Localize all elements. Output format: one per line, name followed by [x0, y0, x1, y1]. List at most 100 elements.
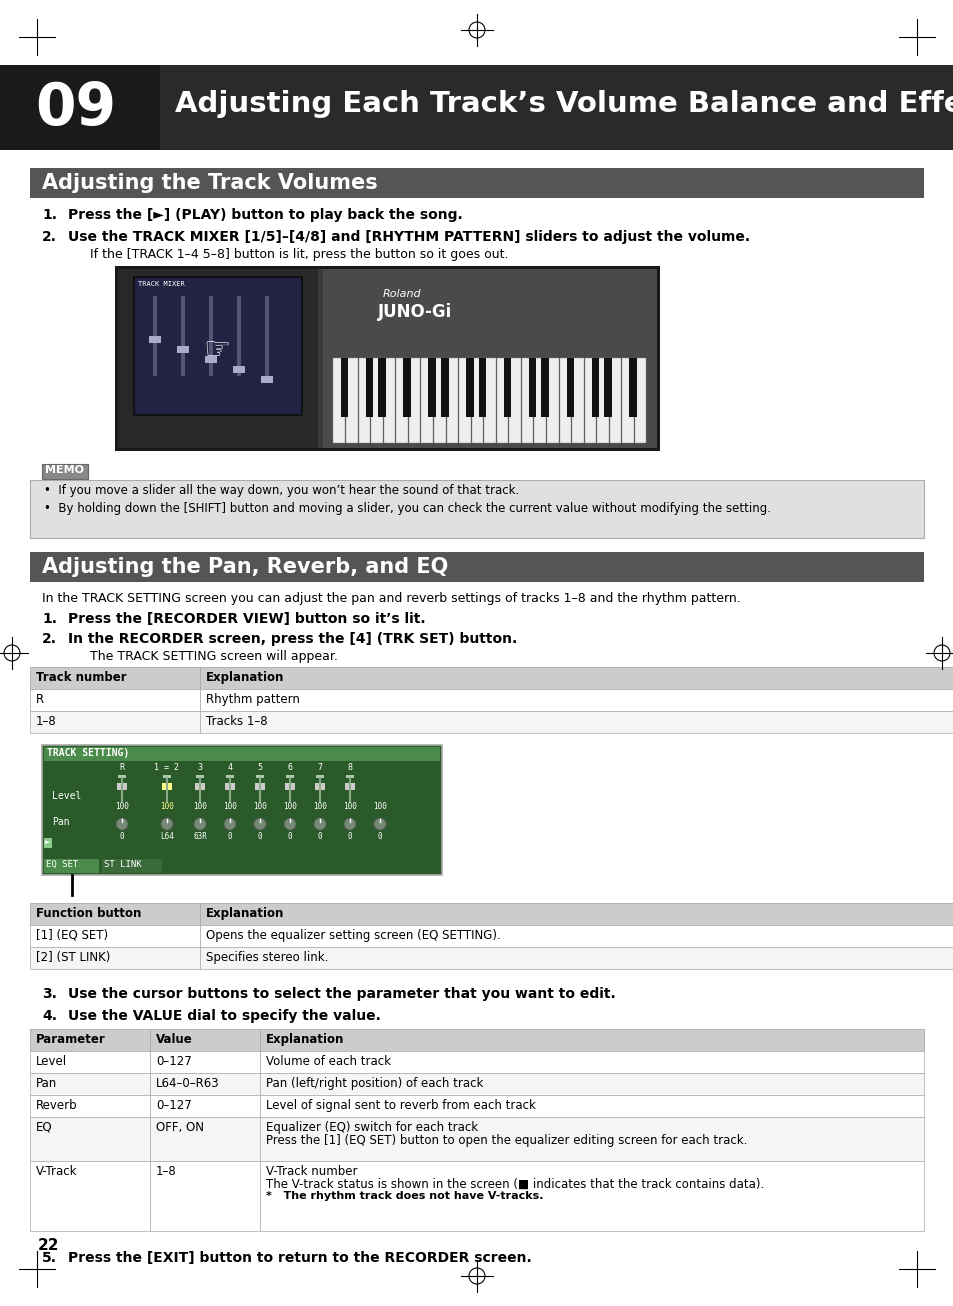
Bar: [315, 774, 324, 778]
Bar: [162, 784, 172, 790]
Bar: [30, 1117, 150, 1161]
Text: 100: 100: [253, 802, 267, 811]
Circle shape: [225, 819, 234, 829]
Text: Use the TRACK MIXER [1/5]–[4/8] and [RHYTHM PATTERN] sliders to adjust the volum: Use the TRACK MIXER [1/5]–[4/8] and [RHY…: [68, 230, 749, 244]
Bar: [428, 358, 436, 417]
Text: Parameter: Parameter: [36, 1033, 106, 1046]
Bar: [546, 358, 558, 443]
Bar: [584, 358, 596, 443]
Text: Pan: Pan: [36, 1077, 57, 1091]
Text: Adjusting the Track Volumes: Adjusting the Track Volumes: [42, 172, 377, 193]
Text: 22: 22: [38, 1238, 59, 1252]
Bar: [566, 358, 574, 417]
Bar: [181, 296, 185, 376]
Bar: [260, 1161, 923, 1232]
Text: Pan (left/right position) of each track: Pan (left/right position) of each track: [266, 1077, 483, 1091]
Bar: [150, 1029, 260, 1051]
Bar: [421, 358, 433, 443]
Bar: [471, 358, 483, 443]
Bar: [629, 358, 637, 417]
Text: Press the [RECORDER VIEW] button so it’s lit.: Press the [RECORDER VIEW] button so it’s…: [68, 613, 425, 626]
Bar: [236, 296, 241, 376]
Bar: [260, 1051, 923, 1074]
Bar: [440, 358, 448, 417]
Bar: [603, 358, 611, 417]
Circle shape: [374, 818, 386, 831]
Bar: [149, 336, 161, 343]
Text: [2] (ST LINK): [2] (ST LINK): [36, 951, 111, 964]
Circle shape: [254, 819, 265, 829]
Bar: [30, 925, 200, 947]
Circle shape: [194, 819, 205, 829]
Circle shape: [344, 818, 355, 831]
Text: Track number: Track number: [36, 671, 127, 684]
Text: 1–8: 1–8: [156, 1165, 176, 1178]
Bar: [209, 296, 213, 376]
Bar: [118, 774, 126, 778]
Text: 6: 6: [287, 763, 293, 772]
Text: Press the [1] (EQ SET) button to open the equalizer editing screen for each trac: Press the [1] (EQ SET) button to open th…: [266, 1134, 746, 1147]
Text: 0: 0: [228, 832, 233, 841]
Text: 100: 100: [193, 802, 207, 811]
Circle shape: [162, 819, 172, 829]
Bar: [205, 357, 216, 363]
Text: If the [TRACK 1–4 5–8] button is lit, press the button so it goes out.: If the [TRACK 1–4 5–8] button is lit, pr…: [90, 248, 508, 261]
Text: Press the [►] (PLAY) button to play back the song.: Press the [►] (PLAY) button to play back…: [68, 208, 462, 222]
Text: Use the cursor buttons to select the parameter that you want to edit.: Use the cursor buttons to select the par…: [68, 987, 615, 1000]
Bar: [534, 358, 545, 443]
Bar: [446, 358, 457, 443]
Text: Explanation: Explanation: [206, 906, 284, 919]
Text: 4.: 4.: [42, 1010, 57, 1023]
Text: Specifies stereo link.: Specifies stereo link.: [206, 951, 328, 964]
Text: 5.: 5.: [42, 1251, 57, 1266]
Bar: [152, 296, 157, 376]
Bar: [559, 358, 571, 443]
Bar: [572, 358, 583, 443]
Text: 1.: 1.: [42, 613, 57, 626]
Bar: [177, 346, 189, 353]
Bar: [521, 358, 533, 443]
Bar: [233, 366, 245, 374]
Bar: [42, 464, 88, 479]
Text: 100: 100: [313, 802, 327, 811]
Bar: [265, 296, 269, 376]
Text: Function button: Function button: [36, 906, 141, 919]
Text: 0: 0: [347, 832, 352, 841]
Bar: [609, 358, 620, 443]
Bar: [200, 902, 953, 925]
Bar: [30, 947, 200, 969]
Bar: [371, 358, 382, 443]
Text: •  If you move a slider all the way down, you won’t hear the sound of that track: • If you move a slider all the way down,…: [44, 485, 518, 498]
Text: 0: 0: [317, 832, 322, 841]
Bar: [195, 774, 204, 778]
Bar: [260, 1074, 923, 1094]
Text: TRACK MIXER: TRACK MIXER: [138, 281, 185, 287]
Text: 0: 0: [257, 832, 262, 841]
Text: 100: 100: [223, 802, 236, 811]
Text: 8: 8: [347, 763, 352, 772]
Text: Level of signal sent to reverb from each track: Level of signal sent to reverb from each…: [266, 1100, 536, 1111]
Bar: [163, 774, 171, 778]
Text: In the TRACK SETTING screen you can adjust the pan and reverb settings of tracks: In the TRACK SETTING screen you can adju…: [42, 592, 740, 605]
Text: 2.: 2.: [42, 230, 57, 244]
Text: TRACK SETTING): TRACK SETTING): [47, 748, 129, 757]
Circle shape: [253, 818, 266, 831]
Bar: [30, 1094, 150, 1117]
Bar: [115, 266, 659, 451]
Bar: [345, 784, 355, 790]
Bar: [635, 358, 646, 443]
Text: 09: 09: [35, 80, 116, 137]
Bar: [509, 358, 520, 443]
Text: L64: L64: [160, 832, 173, 841]
Bar: [30, 710, 200, 733]
Text: 0: 0: [288, 832, 292, 841]
Text: EQ SET: EQ SET: [46, 859, 78, 868]
Text: 100: 100: [160, 802, 173, 811]
Bar: [150, 1094, 260, 1117]
Text: ►: ►: [45, 838, 51, 845]
Text: 0: 0: [119, 832, 124, 841]
Bar: [323, 269, 657, 448]
Bar: [591, 358, 598, 417]
Text: 100: 100: [115, 802, 129, 811]
Bar: [503, 358, 511, 417]
